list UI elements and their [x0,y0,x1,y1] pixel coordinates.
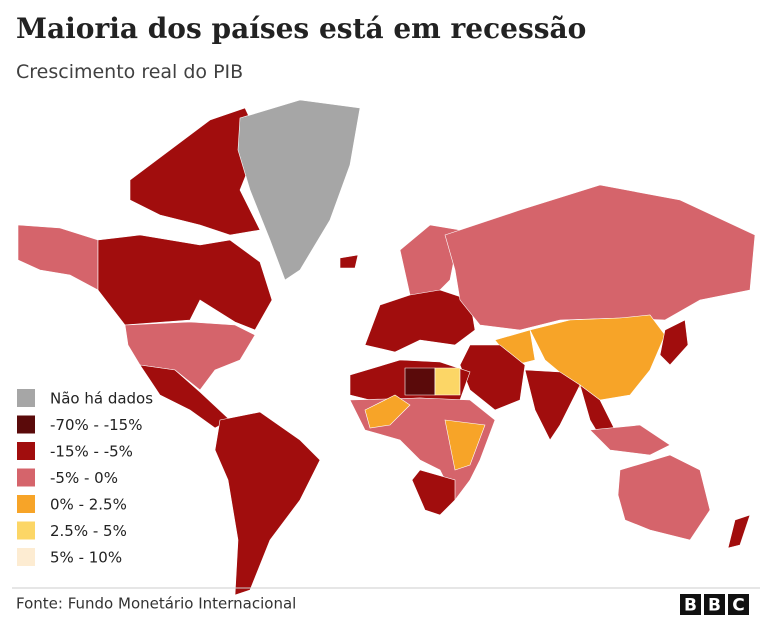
legend-swatch [17,389,35,407]
title: Maioria dos países está em recessão [16,12,586,45]
legend-swatch [17,548,35,566]
usa [124,321,256,391]
logo-letter: B [684,596,697,616]
world-map [17,99,756,596]
subtitle: Crescimento real do PIB [16,61,243,83]
legend-swatch [17,495,35,513]
alaska [17,224,99,291]
egypt [434,367,461,396]
japan [659,319,689,366]
source: Fonte: Fundo Monetário Internacional [16,595,296,613]
logo-box [728,594,749,615]
south-america [214,411,321,596]
legend-swatch [17,468,35,487]
legend-label: -15% - -5% [50,443,133,461]
legend: Não há dados -70% - -15% -15% - -5% -5% - 0… [17,389,153,567]
legend-label: -70% - -15% [50,416,142,434]
greenland [237,99,361,281]
legend-label: 5% - 10% [50,549,122,567]
east-africa-orange [444,419,486,471]
europe [364,289,476,353]
legend-label: Não há dados [50,390,153,408]
indonesia [589,424,671,456]
legend-swatch [17,415,35,434]
logo-box [704,594,725,615]
libya [404,367,436,396]
arctic-islands [129,107,261,236]
logo-box [680,594,701,615]
legend-label: 2.5% - 5% [50,522,127,540]
southern-africa [411,469,456,516]
legend-swatch [17,442,35,460]
west-africa-orange [364,394,411,429]
legend-label: 0% - 2.5% [50,496,127,514]
india [524,369,581,441]
legend-label: -5% - 0% [50,469,118,487]
legend-swatch [17,521,35,540]
canada [97,234,273,331]
new-zealand [727,514,751,549]
logo-letter: B [708,596,721,616]
iceland [339,254,359,269]
russia-central-asia [444,184,756,331]
australia [617,454,711,541]
logo-letter: C [732,596,744,616]
